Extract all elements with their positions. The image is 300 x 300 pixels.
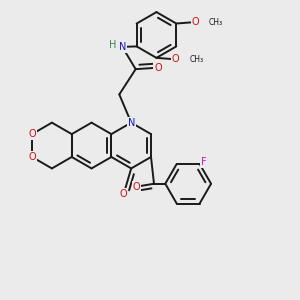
Text: O: O [192,17,200,27]
Text: O: O [172,54,180,64]
Text: N: N [128,118,135,128]
Text: O: O [120,189,127,199]
Text: CH₃: CH₃ [189,55,203,64]
Text: O: O [28,129,36,139]
Text: H: H [109,40,116,50]
Text: O: O [154,63,162,73]
Text: N: N [118,42,126,52]
Text: F: F [201,158,207,167]
Text: O: O [28,152,36,162]
Text: O: O [132,182,140,192]
Text: CH₃: CH₃ [209,17,223,26]
